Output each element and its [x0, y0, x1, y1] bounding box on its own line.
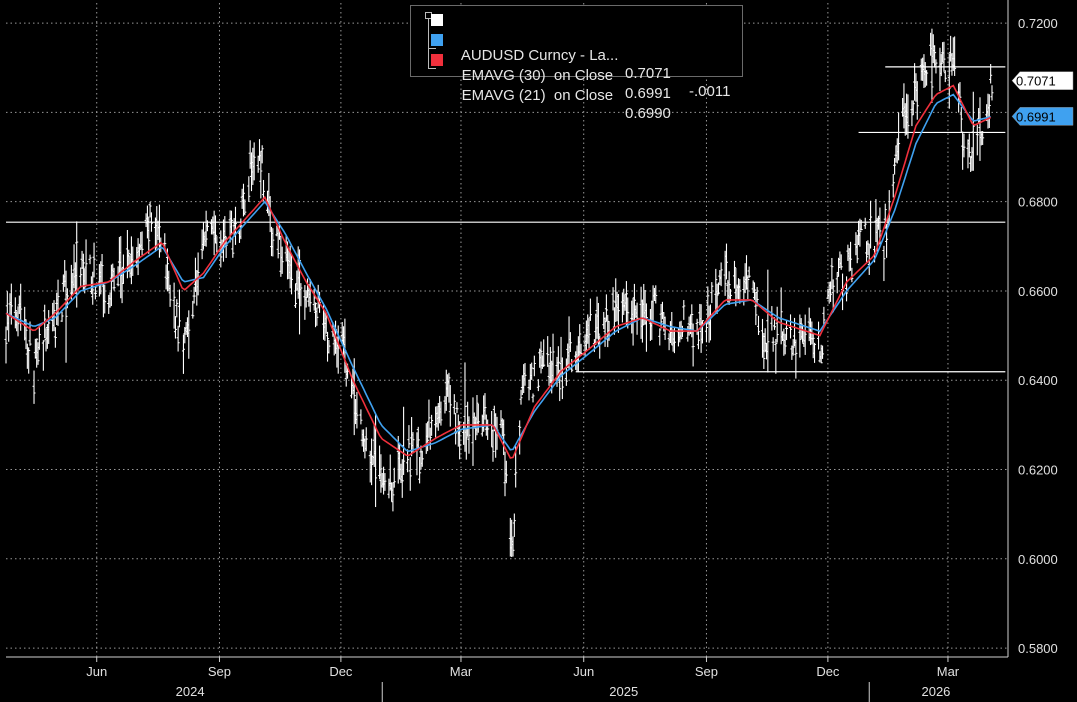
- ema-21-line: [5, 84, 992, 459]
- legend-change: -.0011: [689, 83, 731, 100]
- x-tick-label: Dec: [816, 664, 840, 679]
- y-tick-label: 0.6600: [1018, 284, 1058, 299]
- legend-value: 0.7071: [625, 65, 671, 82]
- x-tick-label: Mar: [937, 664, 960, 679]
- value-tag-box: [1011, 71, 1074, 90]
- legend-item-ema21: EMAVG (21) on Close 0.6990: [431, 51, 671, 122]
- value-tag-box: [1011, 107, 1074, 126]
- x-tick-label: Jun: [86, 664, 107, 679]
- y-tick-label: 0.6200: [1018, 463, 1058, 478]
- y-tick-label: 0.7200: [1018, 16, 1058, 31]
- legend-item-audusd: AUDUSD Curncy - La... 0.7071 -.0011: [431, 11, 730, 100]
- ema-30-line: [5, 93, 991, 453]
- x-tick-label: Dec: [329, 664, 353, 679]
- x-tick-label: Sep: [208, 664, 231, 679]
- y-tick-label: 0.5800: [1018, 641, 1058, 656]
- legend-item-ema30: EMAVG (30) on Close 0.6991: [431, 31, 671, 102]
- x-tick-label: Mar: [450, 664, 473, 679]
- value-tags: 0.7071 0.6991: [1011, 71, 1074, 126]
- legend-value: 0.6990: [625, 105, 671, 122]
- legend-label: EMAVG (30) on Close: [461, 67, 614, 84]
- legend-swatch-red: [431, 54, 443, 66]
- ema-lines: [5, 84, 992, 459]
- legend-swatch-blue: [431, 34, 443, 46]
- year-label: 2024: [176, 684, 205, 699]
- year-label: 2025: [609, 684, 638, 699]
- y-tick-label: 0.6000: [1018, 552, 1058, 567]
- legend-label: AUDUSD Curncy - La...: [460, 47, 619, 64]
- price-bars: [4, 28, 994, 558]
- value-tag: 0.7071: [1011, 71, 1074, 90]
- chart-axes: 0.72000.70000.68000.66000.64000.62000.60…: [6, 0, 1058, 702]
- x-tick-label: Jun: [573, 664, 594, 679]
- legend-value: 0.6991: [625, 85, 671, 102]
- x-tick-label: Sep: [695, 664, 718, 679]
- legend-label: EMAVG (21) on Close: [461, 87, 614, 104]
- y-tick-label: 0.6400: [1018, 373, 1058, 388]
- chart-legend: AUDUSD Curncy - La... 0.7071 -.0011 EMAV…: [410, 5, 743, 122]
- year-label: 2026: [921, 684, 950, 699]
- value-tag-text: 0.7071: [1016, 74, 1056, 89]
- legend-swatch-white: [431, 14, 443, 26]
- value-tag-text: 0.6991: [1016, 109, 1056, 124]
- value-tag: 0.6991: [1011, 107, 1074, 126]
- chart-grid: [6, 3, 1008, 657]
- y-tick-label: 0.6800: [1018, 195, 1058, 210]
